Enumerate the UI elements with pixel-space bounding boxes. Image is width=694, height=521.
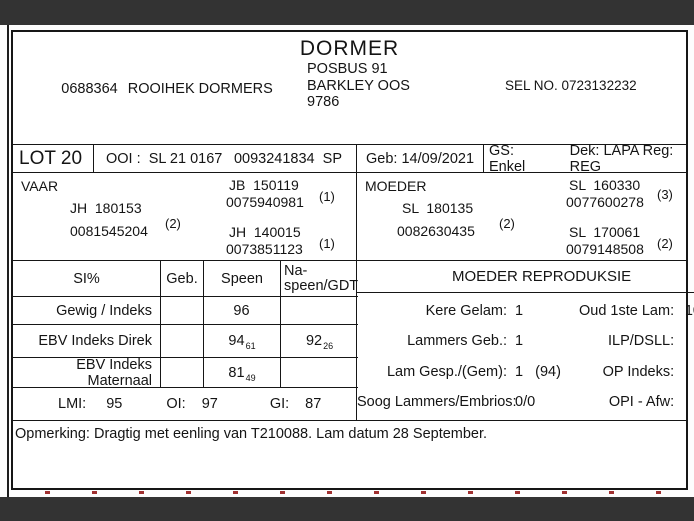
si-cell-speen: 96 (204, 297, 281, 325)
si-cell-naspeen (281, 358, 359, 388)
si-row-label: EBV Indeks Maternaal (13, 357, 161, 389)
si-cell-geb (161, 358, 204, 388)
address-line: BARKLEY OOS (307, 77, 410, 94)
sire-grandsire-note: (1) (319, 189, 335, 204)
gi-label: GI: (269, 396, 290, 412)
vaar-label: VAAR (21, 178, 59, 194)
breeder-number: 0688364 (61, 81, 118, 97)
sire-note: (2) (165, 216, 181, 231)
birthdate-cell: Geb: 14/09/2021 (357, 145, 484, 172)
oi-label: OI: (166, 396, 186, 412)
si-row-label: EBV Indeks Direk (13, 325, 161, 358)
dam-granddam-reg: 0079148508 (566, 241, 644, 257)
si-table-panel: SI% Geb. Speen Na-speen/GDT Gewig / Inde… (13, 261, 359, 420)
gs-dek-cell: GS: Enkel Dek: LAPA Reg: REG (484, 142, 686, 175)
gs-value: GS: Enkel (489, 142, 526, 175)
dam-grandsire-reg: 0077600278 (566, 194, 644, 210)
opmerking-note: Opmerking: Dragtig met eenling van T2100… (15, 426, 488, 442)
pedigree-section: VAAR JH 180153 0081545204 (2) JB 150119 … (13, 173, 686, 261)
bottom-letterbox-bar (0, 497, 694, 521)
sire-granddam-id: JH 140015 (229, 224, 301, 240)
moeder-label: MOEDER (365, 178, 427, 194)
si-cell-naspeen (281, 297, 359, 325)
lower-section: SI% Geb. Speen Na-speen/GDT Gewig / Inde… (13, 261, 694, 421)
oi-value: 97 (201, 396, 218, 412)
breed-title: DORMER (299, 37, 400, 60)
dam-granddam-id: SL 170061 (569, 224, 641, 240)
reproduksie-row: Lammers Geb.: 1 ILP/DSLL: (407, 333, 675, 350)
ooi-cell: OOI : SL 21 0167 0093241834 SP (94, 145, 357, 172)
si-cell-geb (161, 325, 204, 358)
reproduksie-title: MOEDER REPRODUKSIE (357, 261, 694, 293)
sire-granddam-note: (1) (319, 236, 335, 251)
si-cell-geb (161, 297, 204, 325)
ooi-reg: 0093241834 SP (233, 150, 342, 167)
si-header-si: SI% (13, 261, 161, 297)
lmi-label: LMI: (58, 396, 87, 412)
reproduksie-rows: Kere Gelam: 1 Oud 1ste Lam: 1092 Lammers… (357, 293, 694, 420)
reproduksie-panel: MOEDER REPRODUKSIE Kere Gelam: 1 Oud 1st… (357, 261, 694, 420)
catalog-page: DORMER 0688364 ROOIHEK DORMERS POSBUS 91 … (0, 25, 694, 497)
scan-artifact-row (12, 491, 688, 494)
lot-row: LOT 20 OOI : SL 21 0167 0093241834 SP Ge… (13, 142, 686, 175)
sire-grandsire-reg: 0075940981 (226, 194, 304, 210)
page-edge-line (7, 25, 9, 497)
si-cell-speen: 81 49 (204, 358, 281, 388)
sire-granddam-reg: 0073851123 (226, 241, 303, 257)
lot-card: DORMER 0688364 ROOIHEK DORMERS POSBUS 91 … (11, 30, 694, 490)
si-table: SI% Geb. Speen Na-speen/GDT Gewig / Inde… (13, 261, 359, 389)
si-header-naspeen: Na-speen/GDT (281, 261, 358, 297)
breeder-line: 0688364 ROOIHEK DORMERS (21, 65, 273, 113)
gi-value: 87 (305, 396, 322, 412)
sire-grandsire-id: JB 150119 (229, 177, 299, 193)
dam-reg: 0082630435 (397, 223, 475, 239)
si-row-label: Gewig / Indeks (13, 297, 161, 325)
lmi-value: 95 (106, 396, 123, 412)
dam-id: SL 180135 (402, 200, 474, 216)
sire-id: JH 180153 (70, 200, 142, 216)
ooi-id: OOI : SL 21 0167 (106, 150, 223, 167)
top-letterbox-bar (0, 0, 694, 25)
dam-note: (2) (499, 216, 515, 231)
si-header-speen: Speen (204, 261, 281, 297)
vaar-cell: VAAR JH 180153 0081545204 (2) JB 150119 … (13, 173, 357, 260)
moeder-cell: MOEDER SL 180135 0082630435 (2) SL 16033… (357, 173, 686, 260)
dam-grandsire-id: SL 160330 (569, 177, 641, 193)
index-summary-row: LMI: 95 OI: 97 GI: 87 (13, 388, 356, 420)
reproduksie-row: Lam Gesp./(Gem): 1 (94) OP Indeks: 94 (386, 363, 675, 380)
dam-grandsire-note: (3) (657, 187, 673, 202)
address-line: 9786 (307, 94, 340, 110)
reproduksie-row: Soog Lammers/Embrios: 0/0 OPI - Afw: -7 (357, 393, 675, 410)
si-cell-naspeen: 92 26 (281, 325, 359, 358)
si-cell-speen: 94 61 (204, 325, 281, 358)
breeder-name: ROOIHEK DORMERS (127, 81, 273, 97)
card-header: DORMER 0688364 ROOIHEK DORMERS POSBUS 91 … (13, 32, 686, 145)
breeder-address: POSBUS 91 BARKLEY OOS 9786 (307, 61, 410, 111)
reproduksie-row: Kere Gelam: 1 Oud 1ste Lam: 1092 (425, 303, 694, 320)
si-header-geb: Geb. (161, 261, 204, 297)
dek-value: Dek: LAPA Reg: REG (569, 142, 674, 175)
address-line: POSBUS 91 (307, 61, 388, 77)
sire-reg: 0081545204 (70, 223, 148, 239)
sel-no: SEL NO. 0723132232 (505, 78, 637, 93)
lot-number: LOT 20 (13, 145, 94, 172)
dam-granddam-note: (2) (657, 236, 673, 251)
